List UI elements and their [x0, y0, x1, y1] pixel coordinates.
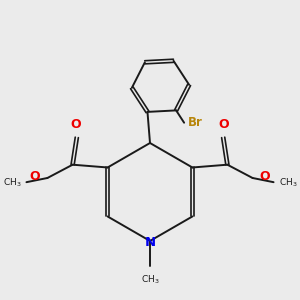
Text: Br: Br — [188, 116, 202, 128]
Text: O: O — [260, 170, 270, 183]
Text: N: N — [144, 236, 156, 249]
Text: CH$_3$: CH$_3$ — [279, 177, 297, 189]
Text: O: O — [30, 170, 40, 183]
Text: O: O — [71, 118, 81, 131]
Text: CH$_3$: CH$_3$ — [3, 177, 21, 189]
Text: CH$_3$: CH$_3$ — [141, 274, 159, 286]
Text: O: O — [219, 118, 229, 131]
